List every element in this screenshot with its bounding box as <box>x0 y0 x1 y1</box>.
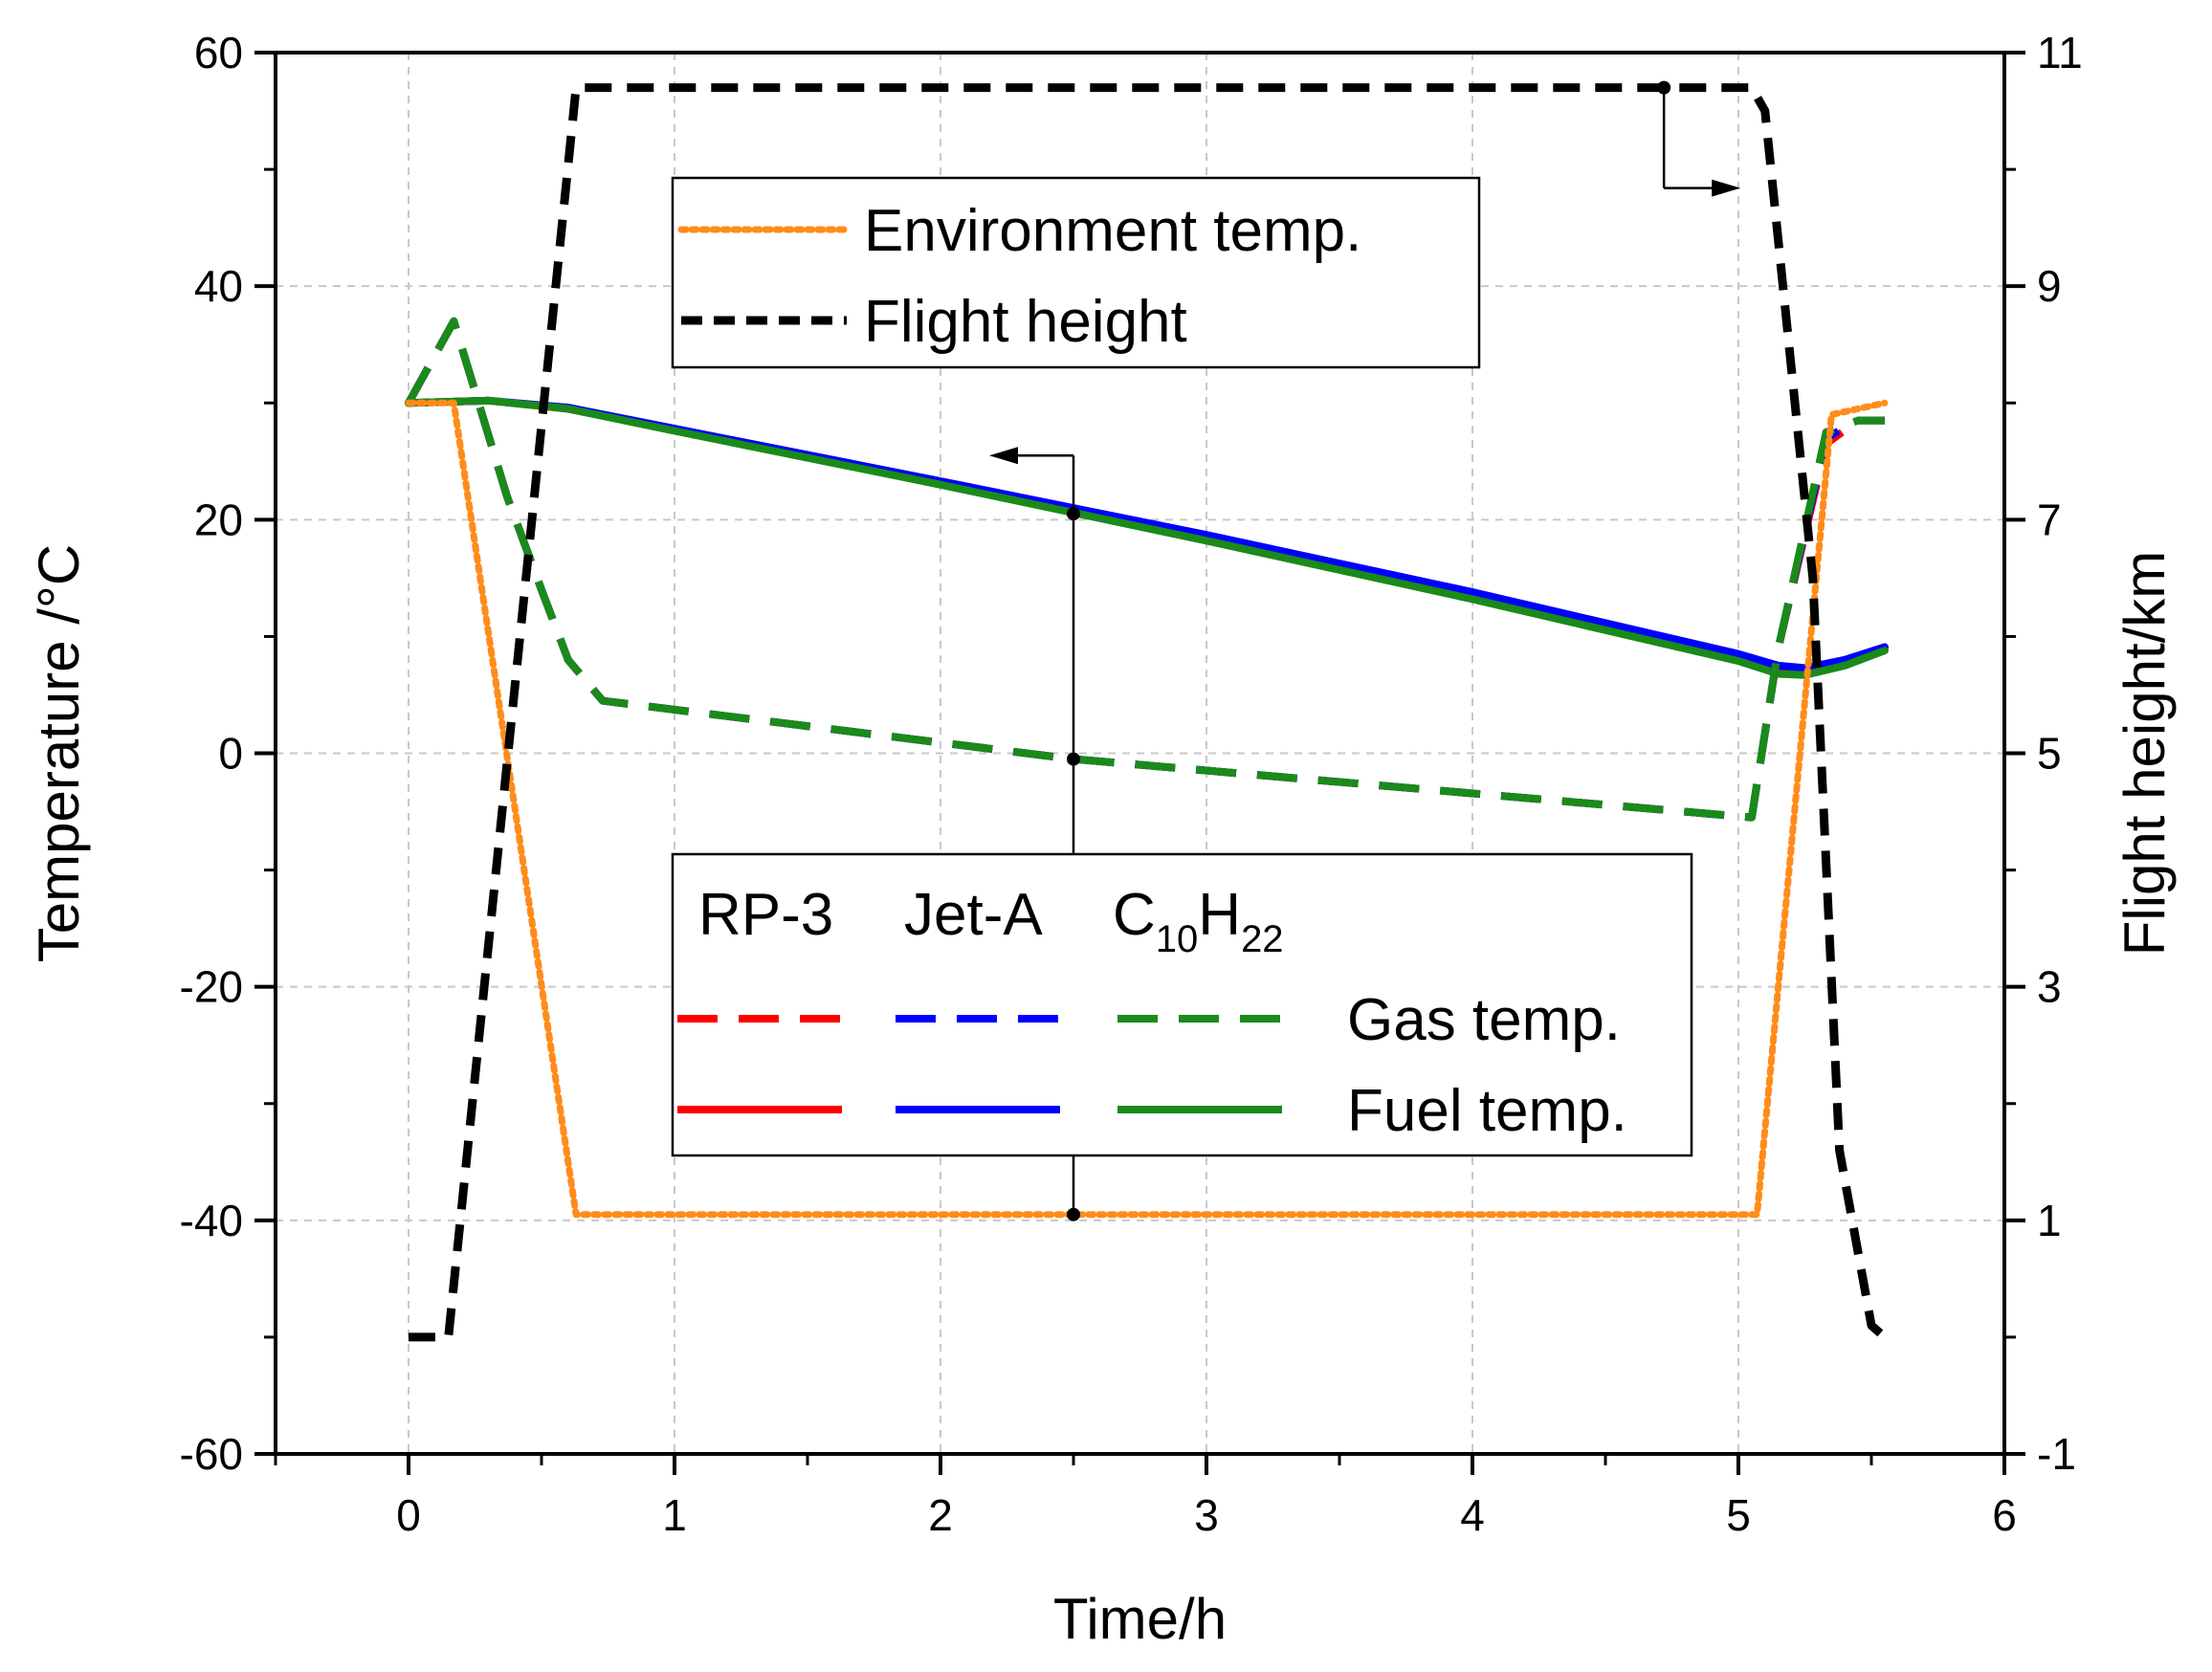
legend-top: Environment temp. Flight height <box>671 176 1481 369</box>
y-tick-label: 40 <box>194 261 243 311</box>
legend-fuel-label: Fuel temp. <box>1347 1078 1627 1144</box>
legend-bottom: RP-3 Jet-A C10H22 Gas temp. Fuel temp. <box>671 852 1693 1157</box>
legend-fuel-c10h22: C10H22 <box>1113 882 1284 960</box>
x-tick-label: 6 <box>1992 1490 2017 1540</box>
y2-axis-title: Flight height/km <box>2112 551 2177 957</box>
legend-label-flight-height: Flight height <box>864 289 1187 355</box>
marker-dot <box>1067 507 1080 521</box>
y-tick-label: -40 <box>180 1196 243 1245</box>
x-tick-label: 2 <box>928 1490 953 1540</box>
series-fuel-temp-c10h22 <box>405 396 1889 679</box>
annotations <box>989 80 1741 1221</box>
x-tick-label: 1 <box>662 1490 687 1540</box>
legend-gas-label: Gas temp. <box>1347 987 1621 1053</box>
c10h22-c: C <box>1113 882 1156 948</box>
legend-bottom-box <box>671 852 1693 1157</box>
series-gas-temp-jeta <box>405 317 1885 822</box>
y2-tick-label: 7 <box>2037 495 2062 544</box>
y2-tick-label: 1 <box>2037 1196 2062 1245</box>
series-fuel-temp-rp3 <box>405 396 1889 674</box>
y2-tick-label: 11 <box>2037 28 2083 77</box>
c10h22-h: H <box>1198 882 1241 948</box>
marker-height-arrow-head <box>1712 179 1741 197</box>
x-tick-label: 4 <box>1460 1490 1485 1540</box>
series-fuel-temp-jeta <box>405 396 1889 672</box>
series-gas-temp-rp3 <box>405 317 1885 822</box>
y2-tick-label: 9 <box>2037 261 2062 311</box>
series-environment-temp <box>405 399 1889 1219</box>
x-tick-label: 0 <box>396 1490 421 1540</box>
y-tick-label: -60 <box>180 1429 243 1479</box>
y-tick-label: 20 <box>194 495 243 544</box>
series-gas-temp-c10h22 <box>405 317 1885 822</box>
c10h22-22: 22 <box>1241 918 1284 960</box>
y2-tick-label: 3 <box>2037 962 2062 1012</box>
marker-dot <box>1067 1207 1080 1221</box>
y2-tick-label: 5 <box>2037 729 2062 779</box>
series-flight-height <box>409 83 1888 1342</box>
y2-tick-label: -1 <box>2037 1429 2076 1479</box>
y-tick-label: 0 <box>218 729 243 779</box>
legend-fuel-jeta: Jet-A <box>904 882 1043 948</box>
c10h22-10: 10 <box>1156 918 1199 960</box>
ticks: 0 1 2 3 4 5 6 -60 -40 -20 0 20 40 60 -1 1 3 5 7 9 11 <box>180 28 2083 1540</box>
legend-fuel-rp3: RP-3 <box>698 882 833 948</box>
x-tick-label: 3 <box>1194 1490 1219 1540</box>
x-tick-label: 5 <box>1726 1490 1751 1540</box>
marker-arrow-head <box>989 447 1018 465</box>
legend-label-environment: Environment temp. <box>864 198 1361 264</box>
y-tick-label: -20 <box>180 962 243 1012</box>
y-tick-label: 60 <box>194 28 243 77</box>
marker-dot <box>1067 752 1080 766</box>
y-axis-title: Temperature /°C <box>27 544 91 963</box>
series-layer <box>405 83 1889 1342</box>
legend-top-box <box>671 176 1481 369</box>
x-axis-title: Time/h <box>1053 1587 1227 1651</box>
